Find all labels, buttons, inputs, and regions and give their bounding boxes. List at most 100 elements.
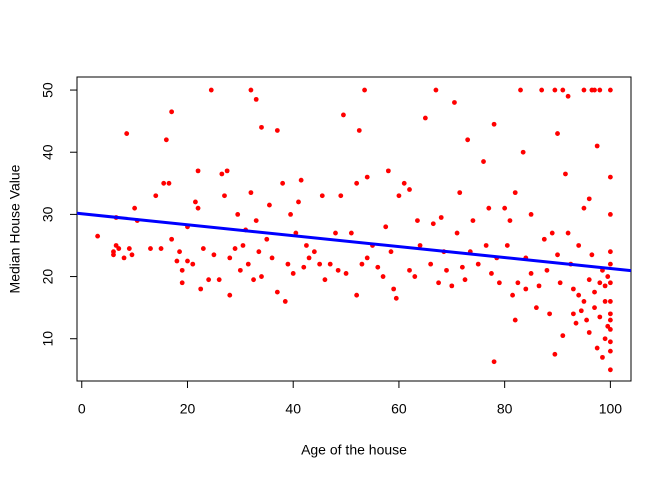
point xyxy=(586,196,592,202)
point xyxy=(578,308,584,314)
point xyxy=(430,221,436,227)
x-tick-label: 60 xyxy=(391,401,407,417)
point xyxy=(565,230,571,236)
x-tick-label: 0 xyxy=(78,401,86,417)
point xyxy=(401,180,407,186)
point xyxy=(317,261,323,267)
point xyxy=(452,100,457,105)
point xyxy=(391,286,397,292)
x-tick-label: 100 xyxy=(599,401,623,417)
point xyxy=(597,87,603,93)
point xyxy=(415,218,420,224)
point xyxy=(211,252,217,258)
point xyxy=(388,249,394,255)
point xyxy=(396,193,402,199)
point xyxy=(560,87,566,93)
point xyxy=(195,168,201,174)
point xyxy=(602,299,608,304)
point xyxy=(607,211,613,217)
point xyxy=(576,243,582,248)
point xyxy=(600,354,605,360)
point xyxy=(607,174,613,180)
point xyxy=(549,230,555,236)
point xyxy=(116,246,122,251)
point xyxy=(179,267,185,273)
point xyxy=(607,348,613,354)
point xyxy=(227,292,233,298)
point xyxy=(385,168,391,174)
point xyxy=(362,87,367,93)
point xyxy=(124,131,130,136)
point xyxy=(285,261,291,267)
point xyxy=(607,339,613,345)
point xyxy=(436,280,441,286)
point xyxy=(190,261,196,267)
point xyxy=(547,311,552,317)
point xyxy=(555,131,560,136)
point xyxy=(510,292,515,298)
point xyxy=(322,277,328,283)
point xyxy=(195,205,201,211)
point xyxy=(557,280,563,286)
point xyxy=(528,211,534,217)
point xyxy=(544,267,550,273)
point xyxy=(348,230,354,236)
point xyxy=(507,218,513,224)
point xyxy=(179,280,185,286)
point xyxy=(407,187,412,192)
point xyxy=(481,159,486,164)
point xyxy=(459,264,465,270)
point xyxy=(565,93,571,99)
point xyxy=(177,249,182,255)
point xyxy=(161,180,167,186)
point xyxy=(393,295,399,301)
point xyxy=(607,249,613,255)
point xyxy=(359,261,365,267)
point xyxy=(364,174,370,180)
point xyxy=(607,299,613,304)
point xyxy=(248,87,254,93)
x-tick-label: 80 xyxy=(497,401,513,417)
point xyxy=(264,236,270,242)
point xyxy=(126,246,132,251)
point xyxy=(454,230,460,236)
point xyxy=(380,274,386,279)
point xyxy=(462,277,468,283)
point xyxy=(528,271,534,276)
point xyxy=(576,292,582,298)
point xyxy=(290,271,296,276)
point xyxy=(121,255,127,261)
point xyxy=(253,218,259,224)
point xyxy=(248,190,254,196)
point xyxy=(592,87,597,93)
point xyxy=(518,87,523,93)
point xyxy=(512,317,518,323)
point xyxy=(245,261,251,267)
point xyxy=(269,255,275,261)
point xyxy=(607,317,613,323)
point xyxy=(259,274,264,279)
point xyxy=(592,289,597,295)
y-tick-label: 30 xyxy=(40,206,56,222)
point xyxy=(311,249,317,255)
point xyxy=(470,218,476,224)
point xyxy=(417,243,423,248)
point xyxy=(341,112,346,118)
point xyxy=(555,252,560,258)
point xyxy=(607,280,613,286)
x-axis-label: Age of the house xyxy=(301,442,407,458)
point xyxy=(208,87,214,93)
point xyxy=(333,230,338,236)
point xyxy=(607,87,613,93)
point xyxy=(293,230,299,236)
point xyxy=(111,252,116,258)
point xyxy=(486,205,492,211)
point xyxy=(219,171,225,177)
point xyxy=(449,283,455,289)
point xyxy=(444,267,449,273)
point xyxy=(515,280,521,286)
point xyxy=(319,193,325,199)
y-tick-label: 20 xyxy=(40,269,56,285)
point xyxy=(597,280,603,286)
